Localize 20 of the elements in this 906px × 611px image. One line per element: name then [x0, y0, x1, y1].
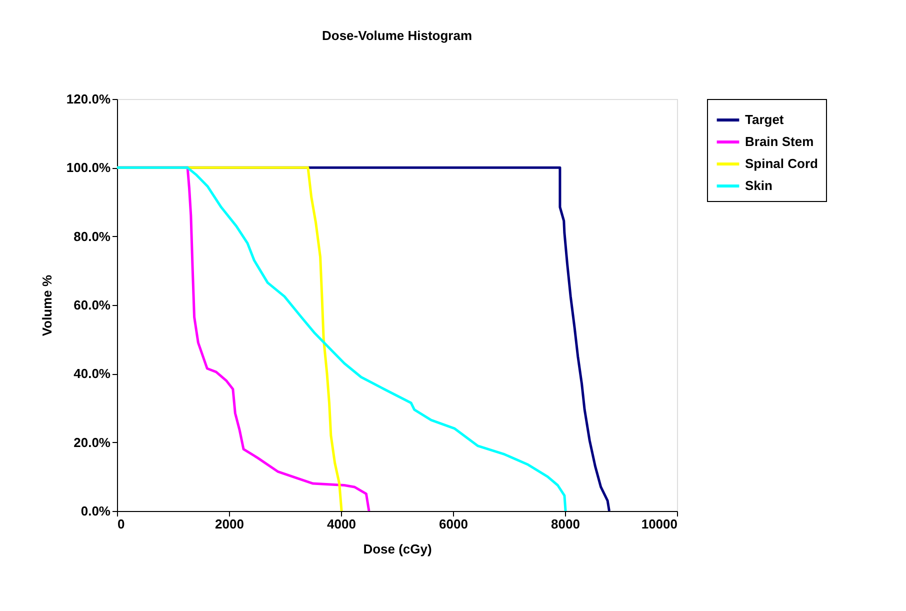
legend-label: Target [745, 112, 784, 127]
x-tick-label: 4000 [327, 516, 356, 532]
x-tick-label: 10000 [641, 516, 678, 532]
chart-title: Dose-Volume Histogram [322, 28, 472, 43]
x-tick-label: 2000 [215, 516, 244, 532]
y-axis-title: Volume % [39, 274, 54, 336]
y-tick-label: 60.0% [74, 298, 111, 312]
y-tick-label: 100.0% [66, 160, 111, 176]
y-tick-label: 20.0% [74, 434, 111, 450]
legend-label: Spinal Cord [745, 156, 818, 171]
legend-label: Skin [745, 178, 773, 193]
x-axis-title: Dose (cGy) [363, 542, 432, 556]
legend-label: Brain Stem [745, 134, 814, 149]
y-tick-label: 0.0% [80, 504, 111, 518]
y-tick-label: 120.0% [66, 92, 111, 106]
y-tick-label: 40.0% [74, 366, 111, 382]
x-tick-label: 8000 [551, 516, 580, 532]
y-tick-label: 80.0% [74, 228, 111, 244]
x-tick-label: 0 [118, 516, 125, 532]
x-tick-label: 6000 [439, 516, 468, 532]
